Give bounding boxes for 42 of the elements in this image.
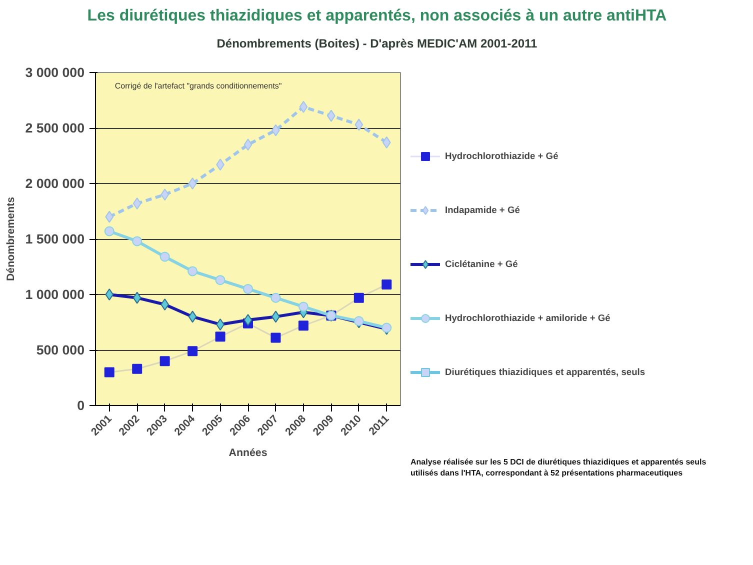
y-tick-label: 500 000: [36, 342, 85, 358]
y-tick-label: 3 000 000: [25, 65, 85, 80]
chart-title: Les diurétiques thiazidiques et apparentés, non associés à un autre antiHTA: [87, 8, 668, 24]
y-tick-label: 0: [77, 398, 85, 413]
y-tick-label: 2 000 000: [25, 176, 85, 191]
y-tick-label: 2 500 000: [25, 120, 85, 136]
text: Analyse réalisée sur les 5 DCI de diurétiques thiazidiques et apparentés seuls utilisés dans l'HTA, correspondant à 52 présentations pharmaceutiques: [410, 458, 707, 478]
point: [160, 356, 170, 366]
point: [132, 236, 142, 246]
point: [104, 226, 114, 236]
point: [270, 332, 281, 343]
point: [215, 275, 226, 286]
point: [188, 346, 198, 356]
annotation: Corrigé de l'artefact "grands conditionnements": [114, 82, 282, 90]
y-tick-label: 1 500 000: [25, 232, 85, 246]
point: [160, 252, 170, 262]
point: [215, 332, 226, 342]
point: [244, 138, 252, 151]
point: [188, 266, 198, 276]
point: [298, 320, 308, 331]
point: [132, 364, 142, 374]
point: [299, 100, 308, 113]
legend-label: Indapamide + Gé: [445, 205, 520, 215]
legend-label: Diurétiques thiazidiques et apparentés, seuls: [445, 367, 646, 377]
y-axis-title: Dénombrements: [5, 196, 18, 282]
y-tick-label: 1 000 000: [25, 287, 85, 302]
point: [132, 197, 142, 210]
point: [243, 284, 253, 294]
x-axis-title: Années: [228, 446, 268, 459]
point: [382, 136, 391, 148]
point: [188, 178, 197, 190]
legend-label: Ciclétanine + Gé: [445, 259, 518, 269]
legend-label: Hydrochlorothiazide + Gé: [445, 151, 558, 161]
point: [354, 292, 364, 303]
point: [104, 367, 114, 378]
point: [382, 280, 392, 290]
point: [105, 210, 114, 223]
legend-label: Hydrochlorothiazide + amiloride + Gé: [445, 313, 610, 323]
chart-subtitle: Dénombrements (Boites) - D'après MEDIC'AM 2001-2011: [216, 36, 538, 50]
point: [354, 118, 364, 131]
point: [270, 292, 281, 303]
point: [298, 302, 308, 312]
